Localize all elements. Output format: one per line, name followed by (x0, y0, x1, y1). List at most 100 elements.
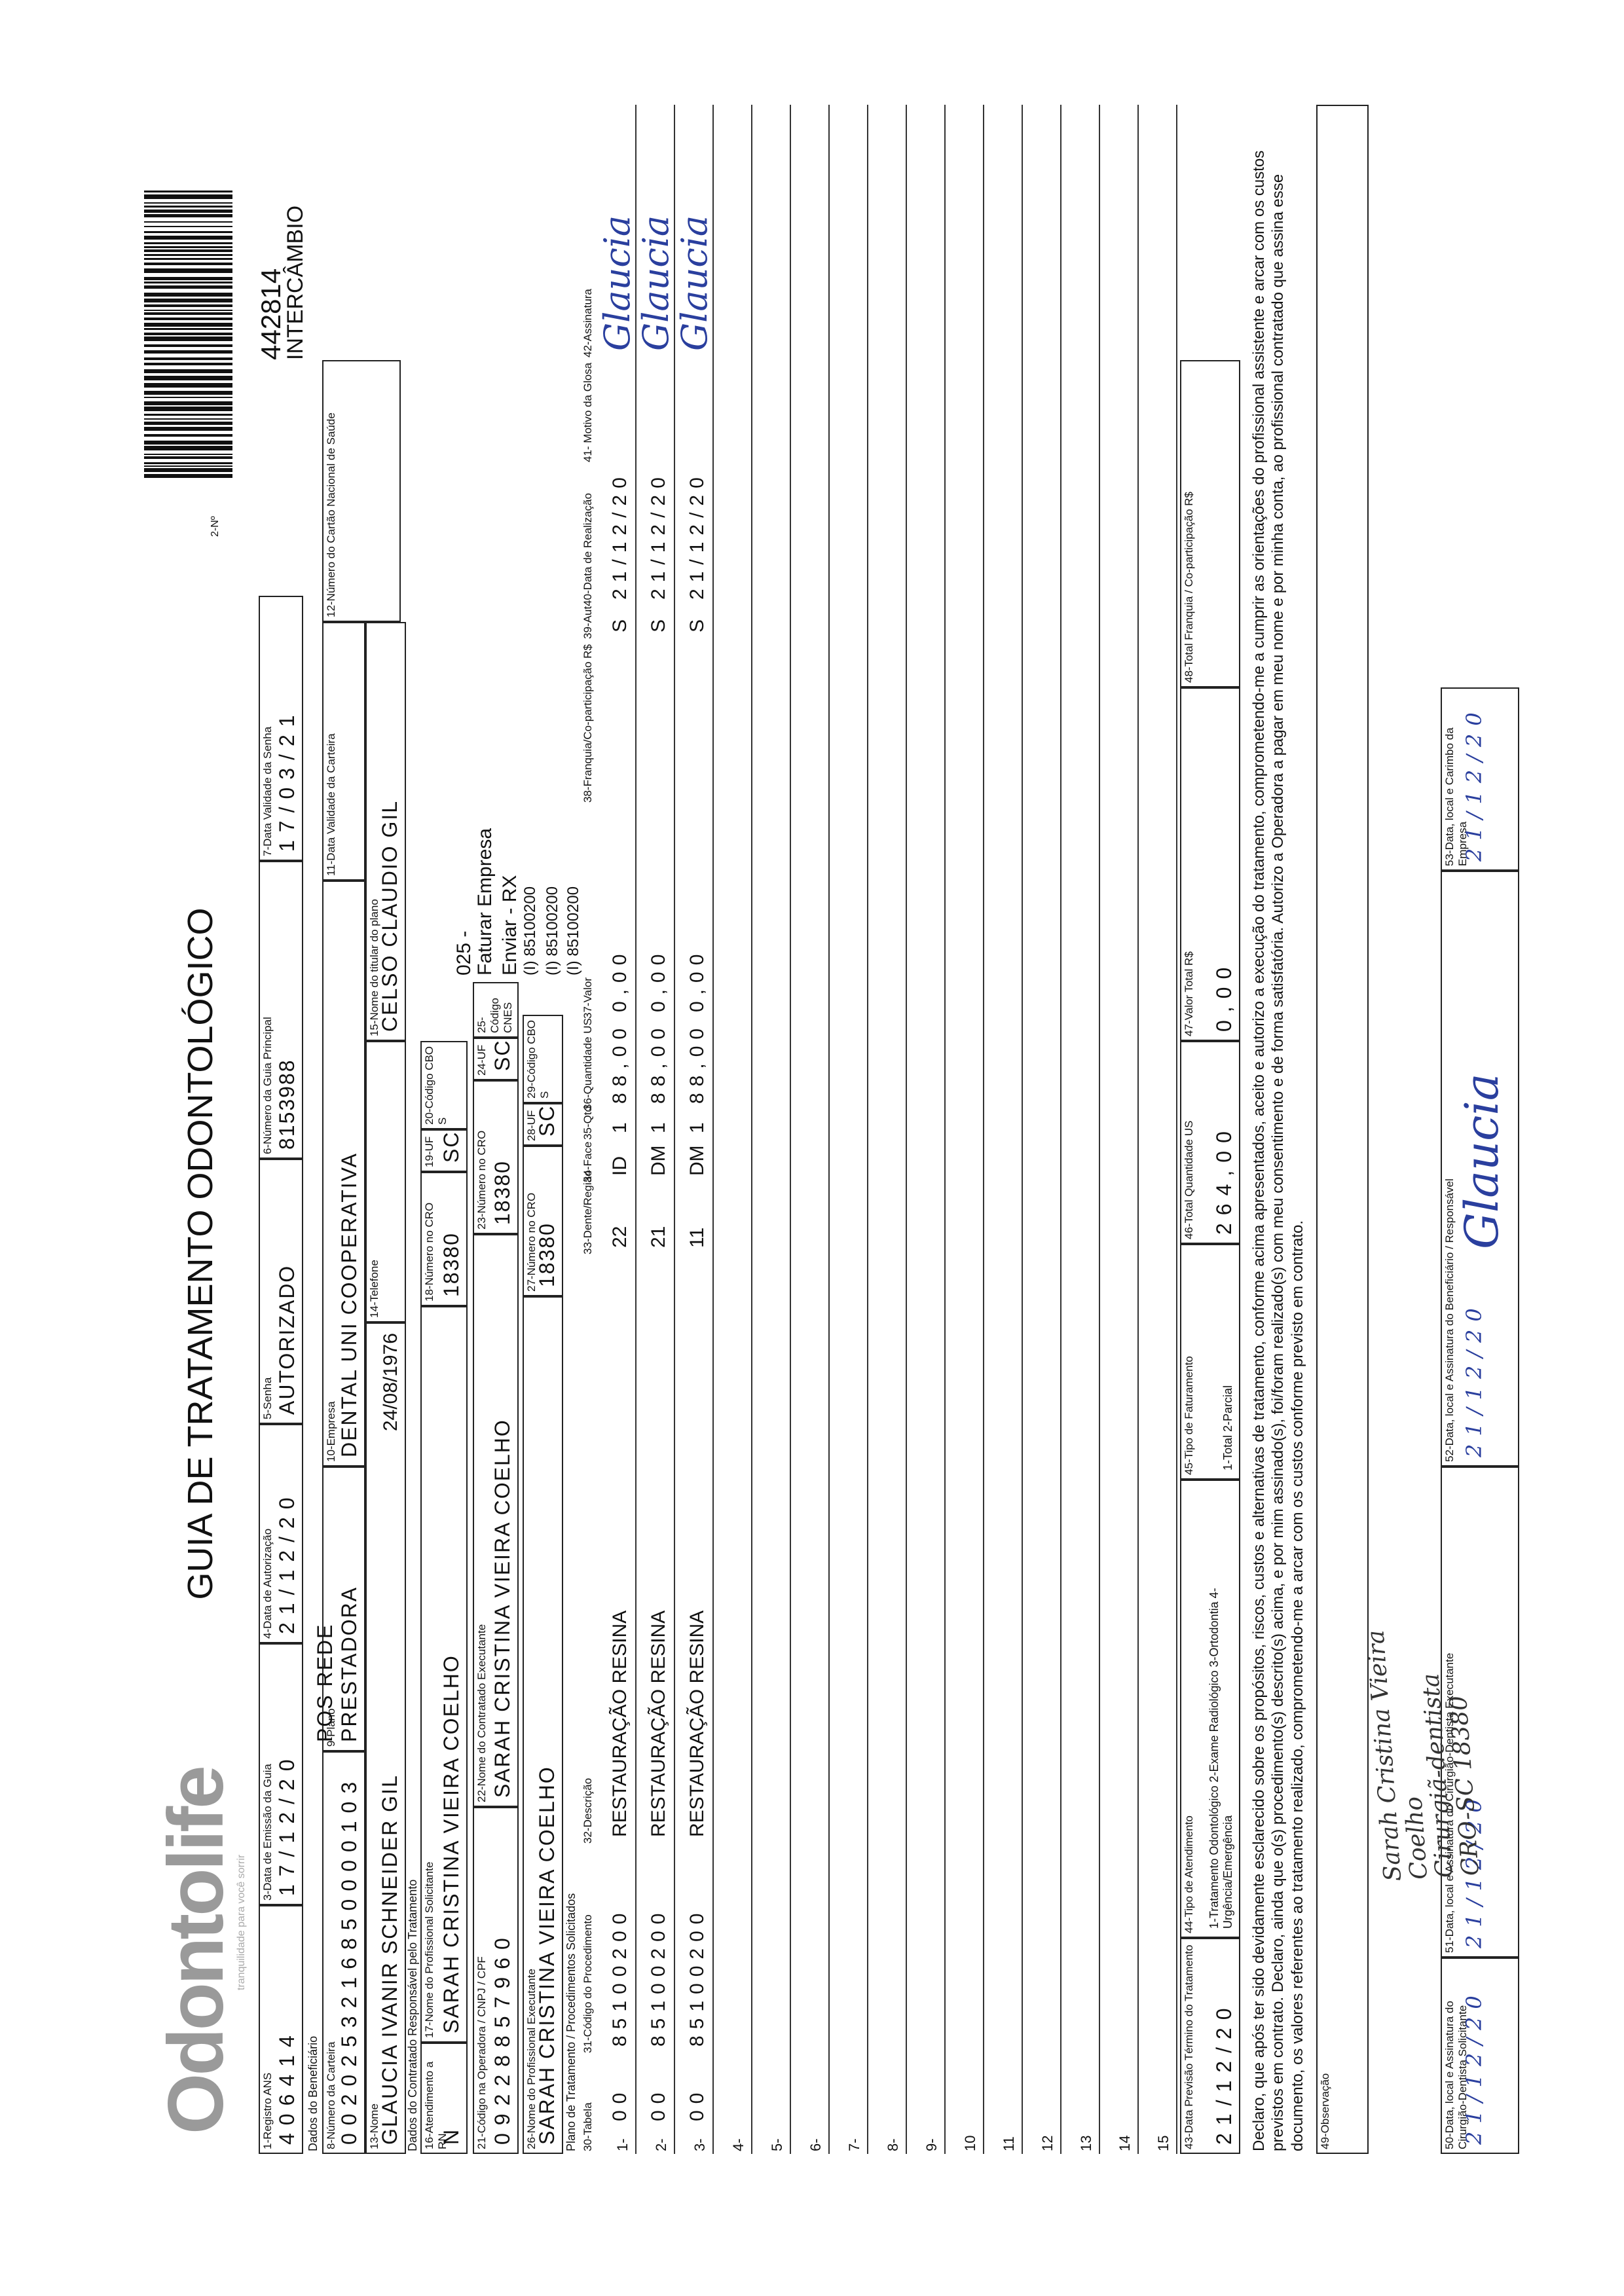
field-value: 09228857960 (490, 1930, 514, 2145)
barcode-bar (144, 391, 232, 395)
table-cell: 00 (648, 2086, 669, 2121)
row-number: 12 (1039, 2135, 1056, 2151)
field-value: 21/12/20 (275, 1489, 299, 1634)
table-row: 8- (868, 105, 907, 2154)
barcode-bar (144, 427, 232, 431)
row-number: 4- (730, 2138, 747, 2151)
row-number: 5- (769, 2138, 785, 2151)
barcode-bar (144, 414, 232, 416)
barcode-bar (144, 434, 232, 437)
form-field: 6-Número da Guia Principal 8153988 (259, 861, 303, 1159)
table-cell: ID (609, 1156, 631, 1176)
field-value: SARAH CRISTINA VIEIRA COELHO (535, 1766, 559, 2145)
field-label: 48-Total Franquia / Co-participação R$ (1183, 492, 1195, 683)
table-cell: Glaucia (635, 215, 676, 351)
form-field: 23-Número no CRO 18380 (473, 1080, 519, 1234)
table-cell: 00 (609, 2086, 631, 2121)
form-field: 8-Número da Carteira 0020253216850000103 (322, 1751, 365, 2154)
table-cell: S (609, 619, 631, 632)
table-cell: 85100200 (609, 1906, 631, 2047)
table-cell: 21/12/20 (609, 471, 631, 600)
form-field: 52-Data, local e Assinatura do Beneficiá… (1441, 871, 1519, 1467)
field-value: 0,00 (1212, 959, 1236, 1032)
row-number: 11 (1001, 2136, 1017, 2151)
field-value: POS REDE PRESTADORA (313, 1586, 361, 1742)
column-header: 30-Tabela (581, 2102, 594, 2151)
column-header: 40-Data de Realização (581, 493, 594, 606)
table-cell: 88,00 (648, 1021, 669, 1104)
row-number: 15 (1155, 2135, 1172, 2151)
form-field: 21-Código na Operadora / CNPJ / CPF 09228… (473, 1807, 519, 2154)
note: Faturar Empresa (474, 828, 496, 975)
form-field: 27-Número no CRO 18380 (523, 1146, 563, 1296)
row-number: 6- (807, 2138, 824, 2151)
column-header: 38-Franquia/Co-participação R$ (581, 644, 594, 803)
row-number: 7- (846, 2138, 862, 2151)
row-number: 14 (1116, 2135, 1133, 2151)
barcode-bar (144, 383, 232, 388)
table-cell: 21/12/20 (686, 471, 708, 600)
table-cell: 1 (609, 1122, 631, 1133)
field-label: 46-Total Quantidade US (1183, 1120, 1195, 1239)
barcode-bar (144, 206, 232, 208)
table-cell: 0,00 (609, 947, 631, 1012)
barcode-bar (144, 226, 232, 227)
row-number: 8- (885, 2138, 901, 2151)
row-number: 3- (692, 2138, 708, 2151)
form-field: 17-Nome do Profissional Solicitante SARAH… (420, 1306, 468, 2043)
logo: Odontolife (152, 1768, 240, 2134)
field-value: 17/12/20 (275, 1751, 299, 1896)
field-label: 3-Data de Emissão da Guia (261, 1764, 274, 1901)
table-row: 4- (713, 105, 752, 2154)
table-cell: 21 (648, 1226, 669, 1248)
barcode-bar (144, 369, 232, 373)
barcode-bar (144, 268, 232, 273)
form-field: 12-Número do Cartão Nacional de Saúde (322, 360, 401, 622)
table-cell: S (686, 619, 708, 632)
table-cell: 0,00 (686, 947, 708, 1012)
form-field: 4-Data de Autorização 21/12/20 (259, 1424, 303, 1643)
field-label: 24-UF (475, 1044, 488, 1076)
table-row: 15 (1138, 105, 1177, 2154)
barcode-bar (144, 376, 232, 380)
table-row: 10 (945, 105, 984, 2154)
table-cell: Glaucia (597, 215, 638, 351)
barcode-bar (144, 310, 232, 311)
table-row: 5- (752, 105, 791, 2154)
field-value: 8153988 (275, 1059, 299, 1150)
field-label: 19-UF (423, 1136, 435, 1167)
table-row: 6- (790, 105, 830, 2154)
form-field: 28-UF SC (523, 1103, 563, 1146)
table-row: 9- (906, 105, 946, 2154)
form-field: 29-Código CBO S (523, 1015, 563, 1103)
table-row: 13 (1061, 105, 1100, 2154)
note: (I) 85100200 (544, 886, 561, 975)
column-header: 34-Face (581, 1141, 594, 1182)
field-value: 17/03/21 (275, 707, 299, 852)
note: 025 - (453, 930, 475, 975)
barcode-bar (144, 231, 232, 233)
barcode-bar (144, 318, 232, 320)
title: GUIA DE TRATAMENTO ODONTOLÓGICO (181, 907, 220, 1600)
field-label: 23-Número no CRO (475, 1130, 488, 1230)
barcode-bar (144, 312, 232, 315)
column-header: 31-Código do Procedimento (581, 1914, 594, 2053)
field-value: 21/12/20 (1462, 1300, 1486, 1457)
field-label: 29-Código CBO S (525, 1019, 551, 1099)
field-value: 21/12/20 (1462, 704, 1486, 862)
field-label: 43-Data Previsão Término do Tratamento (1183, 1944, 1195, 2149)
table-cell: DM (686, 1145, 708, 1176)
barcode-bar (144, 407, 232, 411)
form-field: 45-Tipo de Faturamento 1-Total 2-Parcial (1180, 1244, 1240, 1480)
table-cell: DM (648, 1145, 669, 1176)
field-label: 44-Tipo de Atendimento (1183, 1815, 1195, 1933)
barcode-bar (144, 333, 232, 335)
field-label: 12-Número do Cartão Nacional de Saúde (325, 412, 337, 617)
barcode-bar (144, 337, 232, 341)
barcode-bar (144, 221, 232, 223)
field-value: 264,00 (1212, 1123, 1236, 1235)
field-label: 8-Número da Carteira (325, 2041, 337, 2149)
column-header: 33-Dente/Região (581, 1170, 594, 1254)
form-field: 47-Valor Total R$ 0,00 (1180, 687, 1240, 1041)
field-label: 4-Data de Autorização (261, 1528, 274, 1639)
